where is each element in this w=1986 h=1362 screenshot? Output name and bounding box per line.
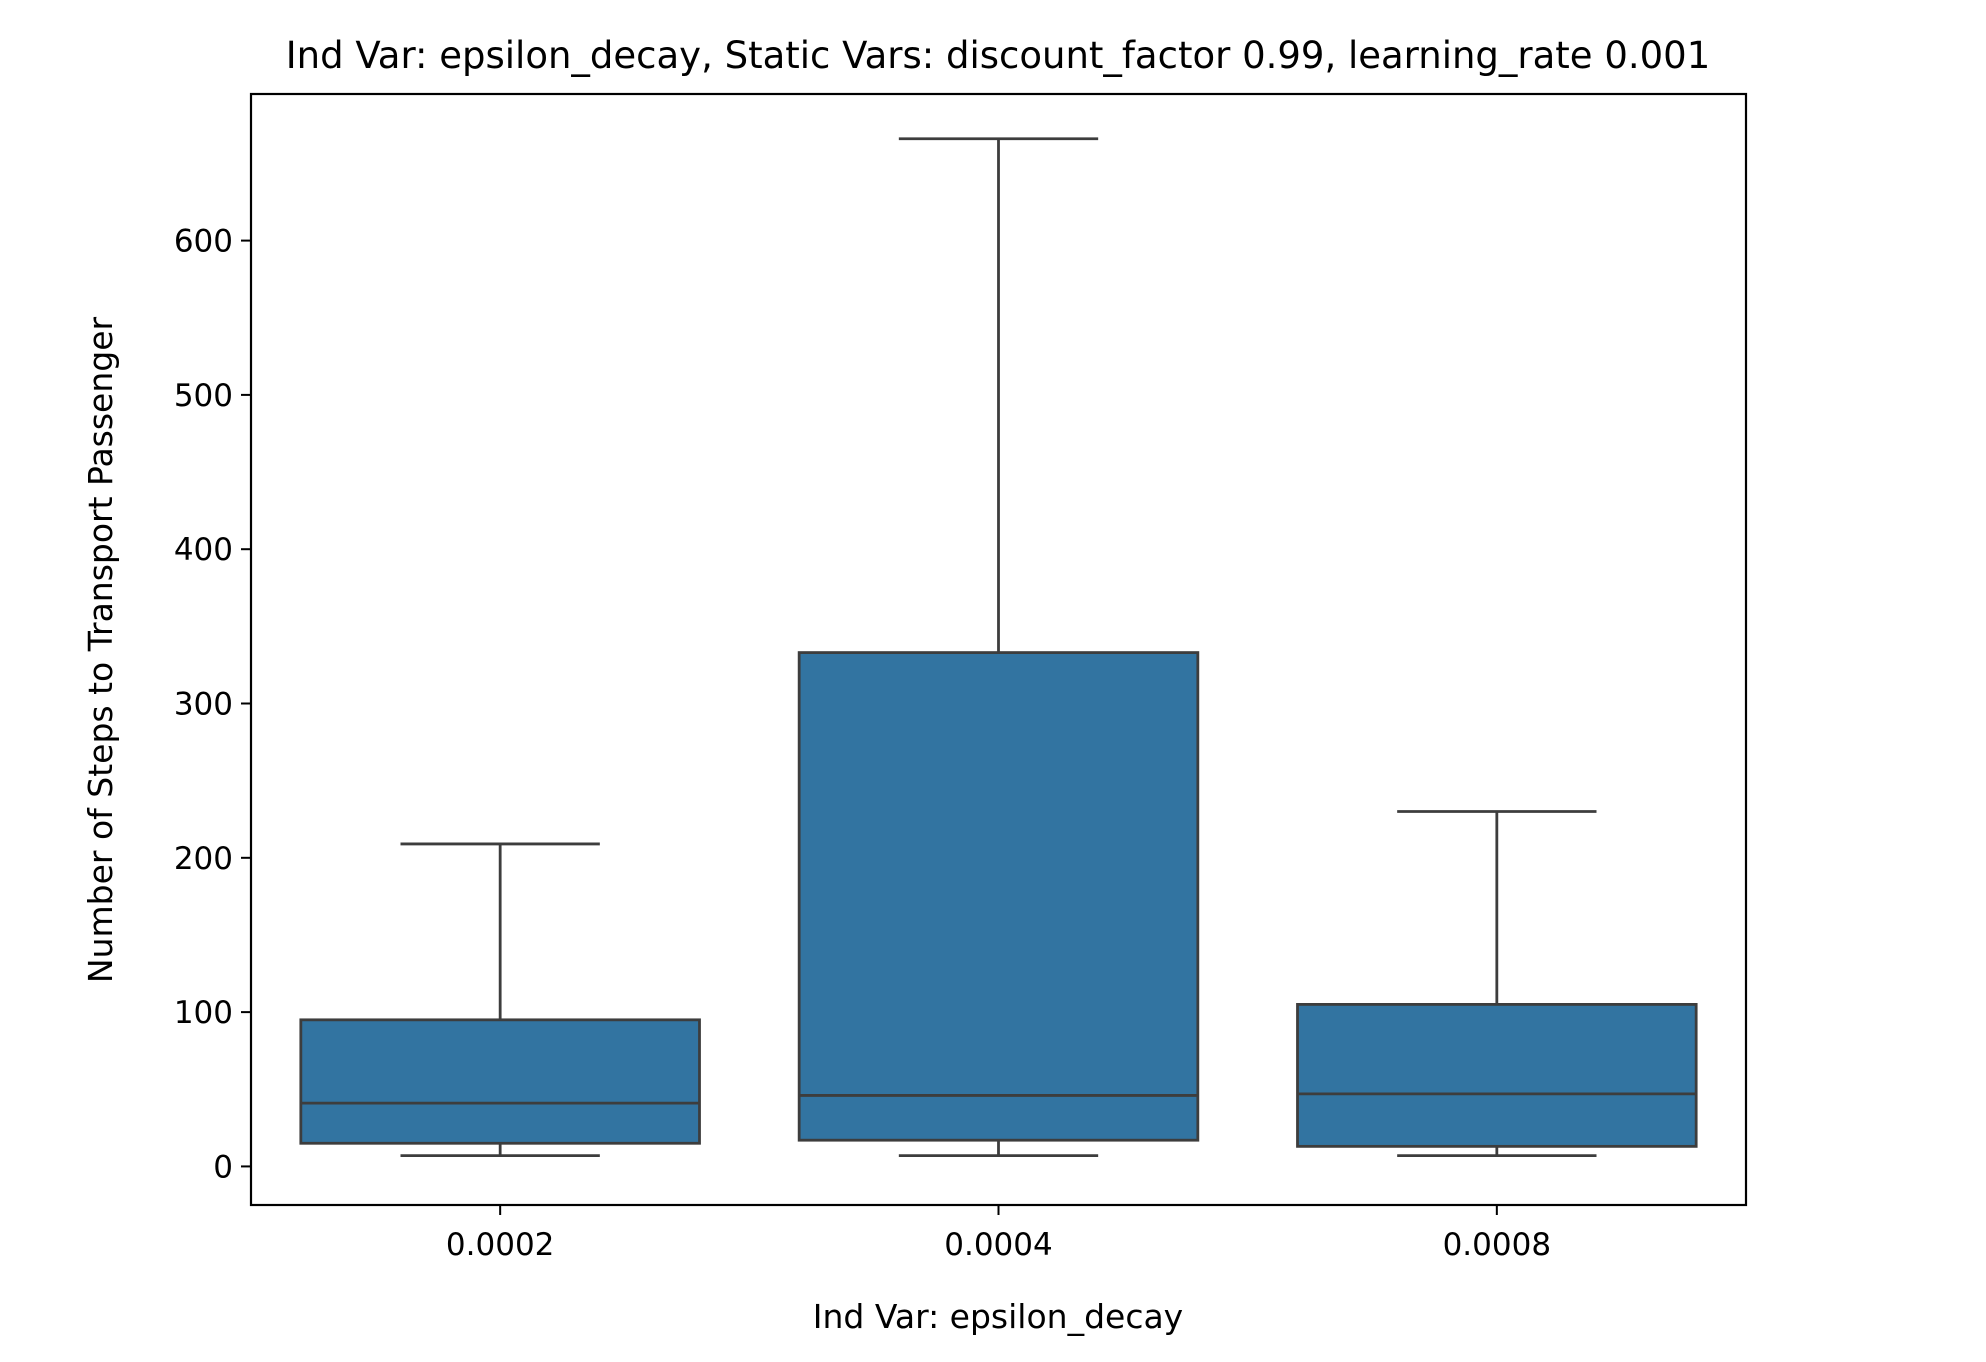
x-tick-label: 0.0008 [1443, 1227, 1551, 1263]
y-tick-label: 300 [174, 687, 233, 723]
y-tick-label: 400 [174, 532, 233, 568]
box-0.0008 [1296, 810, 1698, 1158]
box-0.0004 [797, 137, 1200, 1158]
x-tick-label: 0.0002 [446, 1227, 554, 1263]
x-tick-label: 0.0004 [944, 1227, 1052, 1263]
y-tick-label: 100 [174, 995, 233, 1031]
boxes-group [299, 137, 1698, 1158]
iqr-box [797, 651, 1200, 1142]
y-tick-label: 0 [213, 1149, 233, 1185]
box-0.0002 [299, 842, 701, 1158]
y-tick-label: 600 [174, 224, 233, 260]
plot-frame [249, 92, 1748, 1207]
y-tick-label: 200 [174, 841, 233, 877]
iqr-box [299, 1018, 701, 1145]
iqr-box [1296, 1003, 1698, 1148]
y-tick-label: 500 [174, 378, 233, 414]
y-axis-ticks: 0 100 200 300 400 500 600 [174, 224, 251, 1185]
x-axis-label: Ind Var: epsilon_decay [813, 1297, 1183, 1336]
chart-title: Ind Var: epsilon_decay, Static Vars: dis… [286, 34, 1711, 77]
x-axis-ticks: 0.0002 0.0004 0.0008 [446, 1205, 1551, 1263]
y-axis-label: Number of Steps to Transport Passenger [81, 316, 120, 983]
